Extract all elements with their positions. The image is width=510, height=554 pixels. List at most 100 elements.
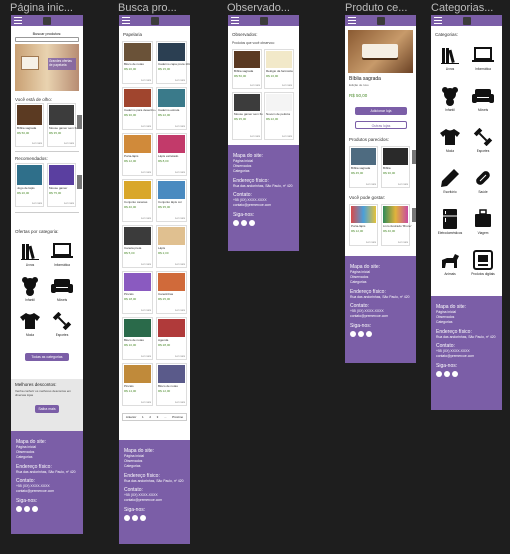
read-more-link[interactable]: Ler mais — [398, 183, 408, 186]
product-card[interactable]: Caderno estrela R$ 22,00 Ler mais — [156, 87, 187, 130]
product-card[interactable]: Mouse gamer sem fio R$ 35,00 Ler mais — [232, 92, 263, 140]
product-card[interactable]: Pincéis R$ 18,00 Ler mais — [122, 271, 153, 314]
category-sports[interactable]: Esportes — [47, 311, 77, 337]
read-more-link[interactable]: Ler mais — [366, 183, 376, 186]
logo-icon[interactable] — [259, 17, 268, 25]
twitter-icon[interactable] — [366, 331, 372, 337]
product-card[interactable]: Porta-lápis R$ 12,00 Ler mais — [122, 133, 153, 176]
category-health[interactable]: Saúde — [467, 168, 499, 194]
product-card[interactable]: Caneta preta R$ 5,00 Ler mais — [122, 225, 153, 268]
twitter-icon[interactable] — [452, 371, 458, 377]
instagram-icon[interactable] — [24, 506, 30, 512]
sitemap-link-categories[interactable]: Categorias — [436, 320, 453, 324]
category-appliances[interactable]: Eletrodomésticos — [434, 209, 466, 235]
banner[interactable]: Grandes ofertas de papelaria — [15, 44, 79, 91]
read-more-link[interactable]: Ler mais — [250, 135, 260, 138]
email-text[interactable]: contato@premercoe.com — [16, 489, 55, 493]
product-card[interactable]: Caderno capa preta 10m. R$ 15,00 Ler mais — [156, 41, 190, 84]
instagram-icon[interactable] — [358, 331, 364, 337]
read-more-link[interactable]: Ler mais — [175, 355, 185, 358]
facebook-icon[interactable] — [436, 371, 442, 377]
pagination-page[interactable]: 2 — [149, 415, 151, 419]
category-sports[interactable]: Esportes — [467, 127, 499, 153]
product-card[interactable]: Porta-lápis R$ 12,00 Ler mais — [349, 204, 378, 246]
product-card[interactable]: Caderno para desenho A5 R$ 30,00 Ler mais — [122, 87, 159, 130]
hamburger-icon[interactable] — [14, 17, 22, 24]
read-more-link[interactable]: Ler mais — [398, 241, 408, 244]
hamburger-icon[interactable] — [122, 17, 130, 24]
product-card[interactable]: Relógio da farmácia R$ 16,90 Ler mais — [264, 49, 294, 89]
product-card[interactable]: Canetinhas R$ 25,00 Ler mais — [156, 271, 187, 314]
sitemap-link-home[interactable]: Página inicial — [436, 310, 456, 314]
read-more-link[interactable]: Ler mais — [32, 202, 42, 205]
product-card[interactable]: Agenda R$ 28,00 Ler mais — [156, 317, 187, 360]
logo-icon[interactable] — [150, 17, 159, 25]
read-more-link[interactable]: Ler mais — [141, 217, 151, 220]
sitemap-link-observed[interactable]: Observados — [124, 459, 143, 463]
category-kids[interactable]: Infantil — [15, 276, 45, 302]
category-furniture[interactable]: Móveis — [47, 276, 77, 302]
category-digital[interactable]: Produtos digitais — [467, 250, 499, 276]
read-more-link[interactable]: Ler mais — [64, 202, 74, 205]
hamburger-icon[interactable] — [434, 17, 442, 24]
instagram-icon[interactable] — [132, 515, 138, 521]
sitemap-link-categories[interactable]: Categorias — [233, 169, 250, 173]
read-more-link[interactable]: Ler mais — [250, 84, 260, 87]
category-fashion[interactable]: Moda — [15, 311, 45, 337]
read-more-link[interactable]: Ler mais — [366, 241, 376, 244]
sitemap-link-observed[interactable]: Observados — [436, 315, 455, 319]
hamburger-icon[interactable] — [348, 17, 356, 24]
read-more-link[interactable]: Ler mais — [175, 309, 185, 312]
sitemap-link-categories[interactable]: Categorias — [124, 464, 141, 468]
all-categories-button[interactable]: Todas as categorias — [25, 353, 69, 361]
twitter-icon[interactable] — [249, 220, 255, 226]
facebook-icon[interactable] — [233, 220, 239, 226]
category-books[interactable]: Livros — [15, 241, 45, 267]
logo-icon[interactable] — [462, 17, 471, 25]
category-pets[interactable]: Animais — [434, 250, 466, 276]
product-card[interactable]: Lápis estrelado R$ 8,00 Ler mais — [156, 133, 187, 176]
category-books[interactable]: Livros — [434, 45, 466, 71]
read-more-link[interactable]: Ler mais — [32, 142, 42, 145]
category-travel[interactable]: Viagem — [467, 209, 499, 235]
instagram-icon[interactable] — [444, 371, 450, 377]
read-more-link[interactable]: Ler mais — [141, 309, 151, 312]
read-more-link[interactable]: Ler mais — [141, 401, 151, 404]
category-computing[interactable]: Informática — [47, 241, 77, 267]
product-card[interactable]: Livro ilustrado 'Bruno' R$ 40,00 Ler mai… — [381, 204, 412, 246]
facebook-icon[interactable] — [350, 331, 356, 337]
category-furniture[interactable]: Móveis — [467, 86, 499, 112]
product-card[interactable]: Conjunto lápis cor R$ 35,00 Ler mais — [156, 179, 187, 222]
product-card[interactable]: Conjunto canetas R$ 40,00 Ler mais — [122, 179, 153, 222]
email-text[interactable]: contato@premercoe.com — [124, 498, 163, 502]
category-computing[interactable]: Informática — [467, 45, 499, 71]
twitter-icon[interactable] — [140, 515, 146, 521]
email-text[interactable]: contato@premercoe.com — [350, 314, 389, 318]
read-more-link[interactable]: Ler mais — [175, 79, 185, 82]
search-input[interactable] — [15, 37, 79, 42]
read-more-link[interactable]: Ler mais — [141, 171, 151, 174]
read-more-link[interactable]: Ler mais — [282, 84, 292, 87]
add-store-button[interactable]: Adicionar loja — [355, 107, 407, 115]
facebook-icon[interactable] — [124, 515, 130, 521]
read-more-link[interactable]: Ler mais — [175, 125, 185, 128]
read-more-link[interactable]: Ler mais — [175, 263, 185, 266]
sitemap-link-home[interactable]: Página inicial — [124, 454, 144, 458]
sitemap-link-home[interactable]: Página inicial — [350, 270, 370, 274]
product-card[interactable]: Mouse gamer R$ 75,00 Ler mais — [47, 163, 76, 207]
sitemap-link-home[interactable]: Página inicial — [233, 159, 253, 163]
product-card[interactable]: Bíblia sagrada R$ 45,00 Ler mais — [349, 146, 378, 188]
sitemap-link-observed[interactable]: Observados — [350, 275, 369, 279]
product-card[interactable]: Jogo de lápis R$ 20,00 Ler mais — [15, 163, 44, 207]
product-card[interactable]: Bíblia sagrada R$ 50,00 Ler mais — [232, 49, 262, 89]
read-more-link[interactable]: Ler mais — [141, 355, 151, 358]
pagination-prev[interactable]: Anterior — [125, 415, 137, 419]
read-more-link[interactable]: Ler mais — [175, 171, 185, 174]
sitemap-link-observed[interactable]: Observados — [16, 450, 35, 454]
category-kids[interactable]: Infantil — [434, 86, 466, 112]
product-card[interactable]: Bloco de notas R$ 10,00 Ler mais — [122, 317, 153, 360]
sitemap-link-categories[interactable]: Categorias — [350, 280, 367, 284]
category-office[interactable]: Escritório — [434, 168, 466, 194]
category-fashion[interactable]: Moda — [434, 127, 466, 153]
carousel-scrollbar[interactable] — [15, 212, 79, 213]
